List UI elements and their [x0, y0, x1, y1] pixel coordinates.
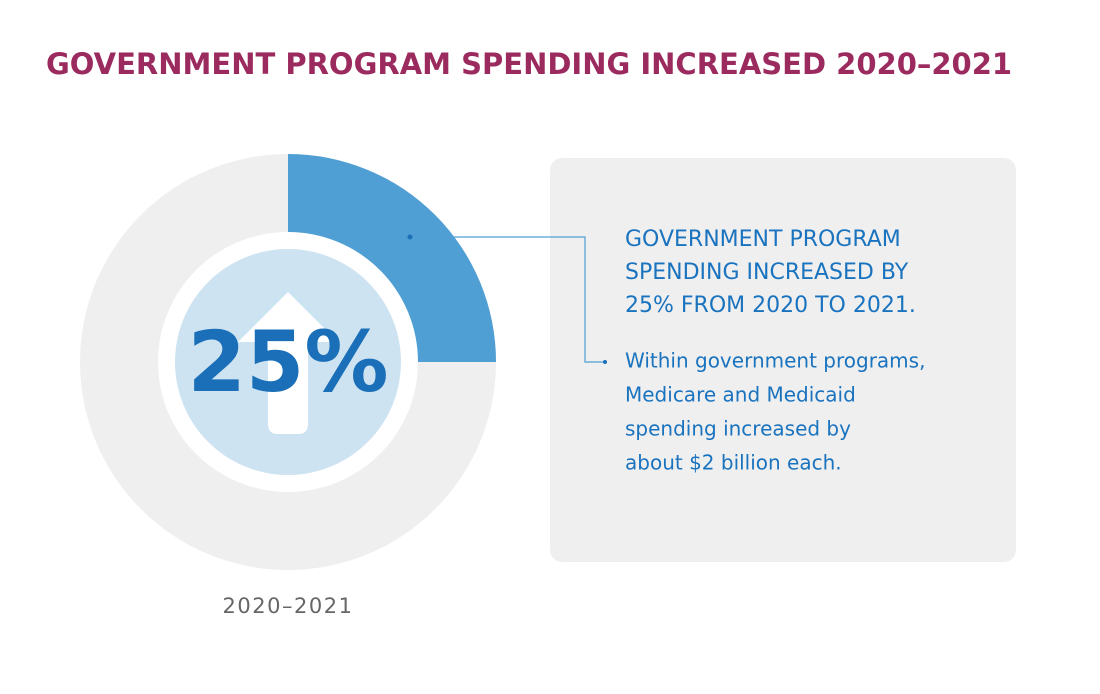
- category-label: 2020–2021: [223, 594, 354, 618]
- callout-heading: SPENDING INCREASED BY: [625, 260, 909, 285]
- chart-title: GOVERNMENT PROGRAM SPENDING INCREASED 20…: [46, 47, 1012, 81]
- callout-box: [550, 158, 1016, 562]
- up-arrow: [238, 292, 338, 434]
- connector-dot: [603, 360, 607, 364]
- callout-body: Medicare and Medicaid: [625, 383, 856, 407]
- connector-line: [410, 236, 605, 363]
- center-value-label: 25%: [187, 313, 388, 411]
- callout-heading: 25% FROM 2020 TO 2021.: [625, 293, 916, 318]
- callout-body: Within government programs,: [625, 349, 925, 373]
- callout-body: spending increased by: [625, 417, 851, 441]
- callout-body: about $2 billion each.: [625, 451, 842, 475]
- callout-heading: GOVERNMENT PROGRAM: [625, 227, 901, 252]
- connector-dot: [407, 234, 413, 240]
